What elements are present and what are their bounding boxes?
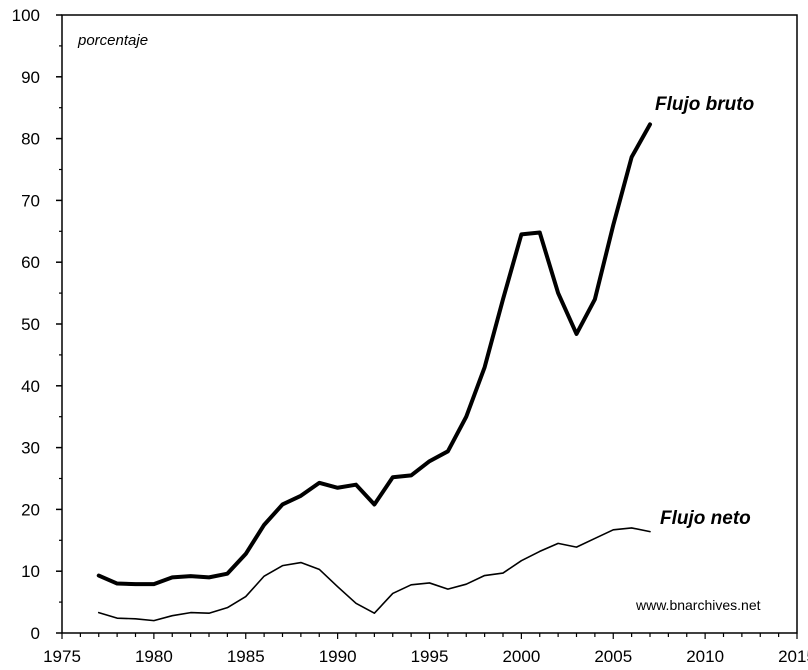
x-tick-label: 2015 <box>778 647 808 666</box>
y-tick-label: 50 <box>21 315 40 334</box>
x-tick-label: 1995 <box>411 647 449 666</box>
y-tick-label: 70 <box>21 191 40 210</box>
x-tick-label: 2010 <box>686 647 724 666</box>
unit-label: porcentaje <box>77 32 148 49</box>
series-label-flujo-neto: Flujo neto <box>660 508 751 529</box>
series-label-flujo-bruto: Flujo bruto <box>655 94 754 115</box>
y-tick-label: 40 <box>21 377 40 396</box>
y-tick-label: 0 <box>31 624 40 643</box>
x-tick-label: 1990 <box>319 647 357 666</box>
y-tick-label: 90 <box>21 68 40 87</box>
y-tick-label: 20 <box>21 500 40 519</box>
watermark: www.bnarchives.net <box>635 597 761 613</box>
x-tick-label: 2000 <box>502 647 540 666</box>
series-line-flujo-neto <box>97 527 651 622</box>
y-tick-label: 80 <box>21 130 40 149</box>
y-tick-label: 10 <box>21 562 40 581</box>
y-tick-label: 100 <box>12 6 40 25</box>
series-line-flujo-bruto <box>96 122 652 587</box>
x-tick-label: 2005 <box>594 647 632 666</box>
x-tick-label: 1985 <box>227 647 265 666</box>
series-lines <box>96 122 652 622</box>
x-tick-label: 1975 <box>43 647 81 666</box>
y-axis: 0 10 20 30 40 50 60 70 80 90 100 <box>12 6 62 643</box>
x-axis: 1975 1980 1985 1990 1995 2000 2005 2010 2015 <box>43 633 808 666</box>
y-tick-label: 60 <box>21 253 40 272</box>
x-tick-label: 1980 <box>135 647 173 666</box>
y-tick-label: 30 <box>21 439 40 458</box>
